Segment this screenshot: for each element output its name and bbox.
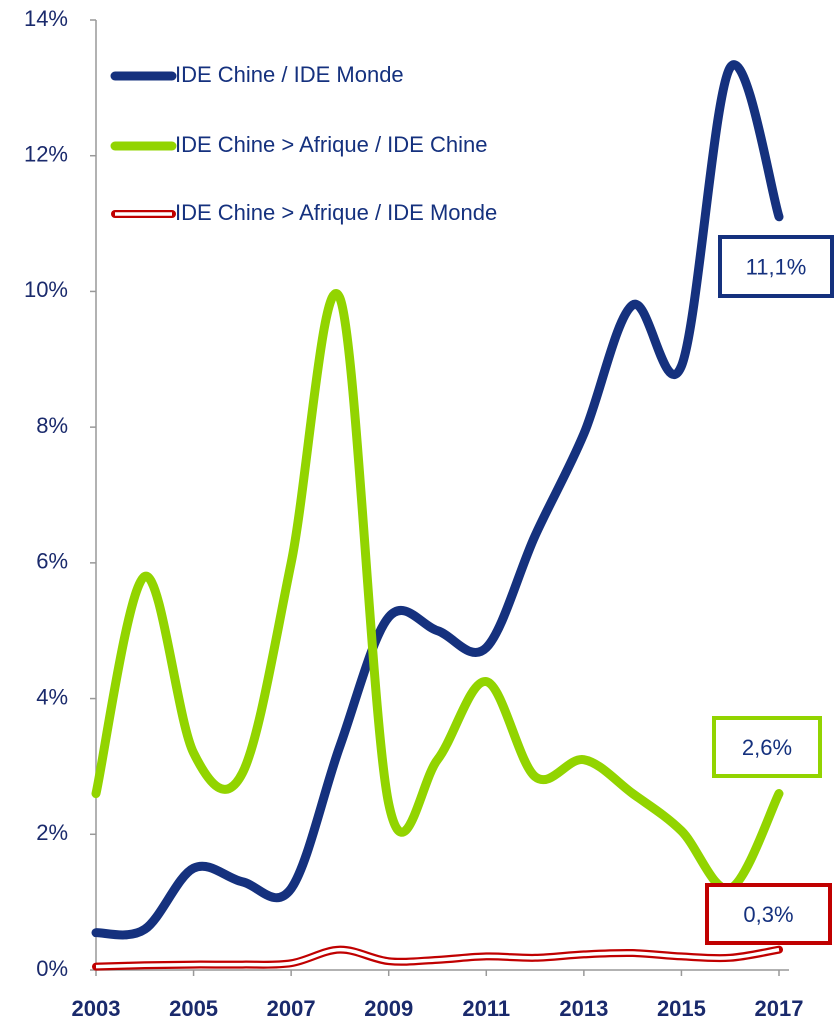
y-tick-label: 12% (24, 142, 68, 167)
value-label-box (705, 883, 832, 945)
x-tick-label: 2011 (462, 996, 510, 1021)
x-tick-label: 2009 (364, 996, 413, 1021)
value-label: 0,3% (743, 902, 793, 927)
legend-label: IDE Chine / IDE Monde (175, 62, 404, 87)
y-tick-label: 10% (24, 277, 68, 302)
y-tick-label: 6% (36, 549, 68, 574)
y-tick-label: 14% (24, 6, 68, 31)
x-tick-label: 2003 (72, 996, 121, 1021)
y-tick-label: 2% (36, 820, 68, 845)
legend-label: IDE Chine > Afrique / IDE Chine (175, 132, 487, 157)
value-label: 2,6% (742, 735, 792, 760)
y-tick-label: 4% (36, 684, 68, 709)
line (91, 60, 784, 940)
line (91, 289, 784, 894)
x-tick-label: 2015 (657, 996, 706, 1021)
x-tick-label: 2007 (267, 996, 316, 1021)
legend-label: IDE Chine > Afrique / IDE Monde (175, 200, 497, 225)
value-label: 11,1% (746, 254, 807, 279)
line-inner (95, 947, 780, 969)
value-label-box (712, 716, 822, 778)
x-tick-label: 2017 (755, 996, 804, 1021)
value-label-box (718, 235, 834, 298)
x-tick-label: 2005 (169, 996, 218, 1021)
y-tick-label: 8% (36, 413, 68, 438)
y-tick-label: 0% (36, 956, 68, 981)
x-tick-label: 2013 (559, 996, 608, 1021)
